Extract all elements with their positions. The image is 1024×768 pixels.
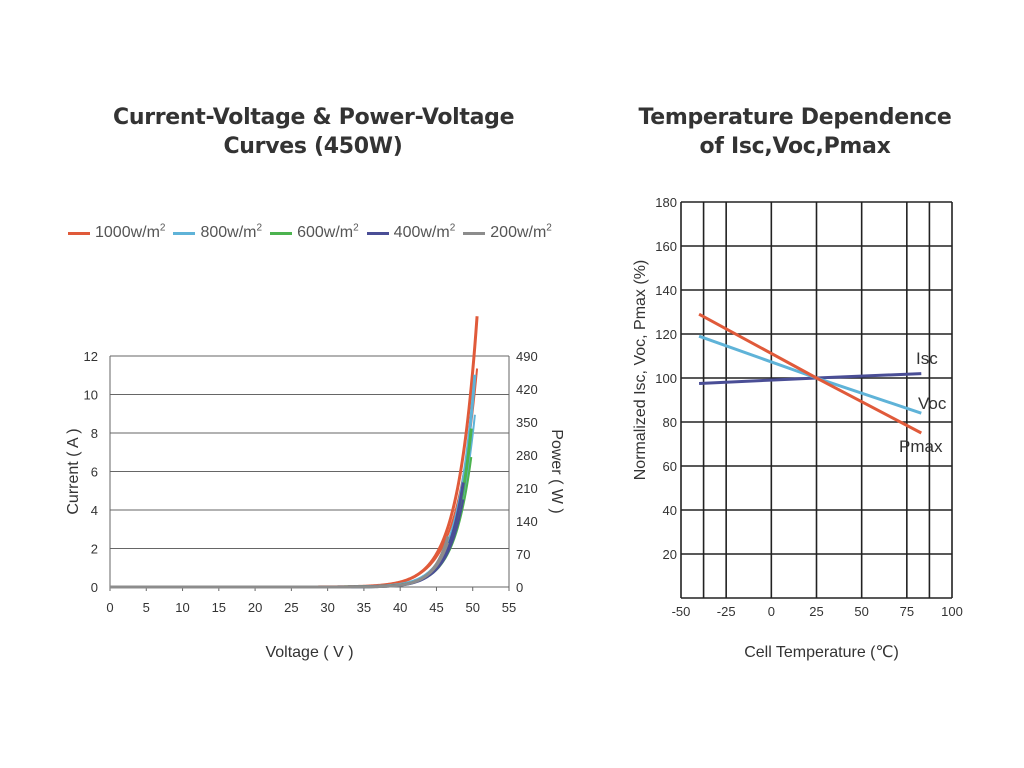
y2-tick-label: 420 [516,382,538,397]
legend-item: 200w/m2 [463,222,552,242]
x-tick-label: 10 [175,600,189,615]
series-label: Pmax [899,437,943,456]
x-tick-label: 0 [768,604,775,619]
x-tick-label: -25 [717,604,736,619]
y-tick-label: 20 [663,547,677,562]
y-tick-label: 6 [91,465,98,480]
legend-swatch [173,231,196,235]
legend-item: 800w/m2 [173,222,263,242]
x-tick-label: 45 [429,600,443,615]
legend-item: 1000w/m2 [68,222,166,242]
y-tick-label: 40 [663,503,677,518]
x-tick-label: 50 [854,604,868,619]
series-label: Isc [916,349,938,368]
y2-tick-label: 210 [516,481,538,496]
legend-item: 400w/m2 [366,222,456,242]
legend-swatch [68,231,90,235]
y2-tick-label: 350 [516,415,538,430]
y-axis-label: Current ( A ) [65,428,82,514]
x-axis-label: Cell Temperature (℃) [744,644,899,661]
x-tick-label: 40 [393,600,407,615]
y-tick-label: 180 [655,195,677,210]
y2-tick-label: 70 [516,547,530,562]
y-tick-label: 2 [91,542,98,557]
legend-label: 1000w/m2 [95,222,166,241]
y-tick-label: 160 [655,239,677,254]
x-tick-label: 15 [212,600,226,615]
x-tick-label: 25 [284,600,298,615]
y2-tick-label: 280 [516,448,538,463]
x-axis-label: Voltage ( V ) [265,644,353,661]
y-tick-label: 80 [663,415,677,430]
x-tick-label: 35 [357,600,371,615]
legend-label: 400w/m2 [393,222,456,241]
y-tick-label: 60 [663,459,677,474]
legend-swatch [366,231,389,235]
legend-swatch [270,231,293,235]
iv-chart-legend: 1000w/m2 800w/m2 600w/m2 400w/m2 200w/m2 [68,222,560,242]
pv-curve [110,536,450,589]
x-tick-label: 25 [809,604,823,619]
x-tick-label: 5 [143,600,150,615]
temperature-chart-title: Temperature Dependence of Isc,Voc,Pmax [638,105,952,159]
series-line [698,312,922,435]
legend-label: 200w/m2 [490,222,552,241]
y-tick-label: 12 [84,349,98,364]
y2-tick-label: 490 [516,349,538,364]
x-tick-label: 50 [465,600,479,615]
legend-label: 600w/m2 [297,222,359,241]
iv-chart-title: Current-Voltage & Power-Voltage Curves (4… [113,105,515,159]
x-tick-label: 0 [106,600,113,615]
legend-item: 600w/m2 [270,222,359,242]
y2-tick-label: 140 [516,514,538,529]
x-tick-label: 100 [941,604,963,619]
y-tick-label: 140 [655,283,677,298]
legend-swatch [463,231,486,235]
y-axis-label: Normalized Isc, Voc, Pmax (%) [632,260,649,481]
x-tick-label: 75 [900,604,914,619]
x-tick-label: 55 [502,600,516,615]
y-tick-label: 4 [91,503,98,518]
y-tick-label: 0 [91,580,98,595]
y-tick-label: 120 [655,327,677,342]
y-tick-label: 10 [84,388,98,403]
y-tick-label: 100 [655,371,677,386]
x-tick-label: 20 [248,600,262,615]
legend-label: 800w/m2 [200,222,263,241]
x-tick-label: -50 [672,604,691,619]
y2-tick-label: 0 [516,580,523,595]
series-label: Voc [918,394,947,413]
y2-axis-label: Power ( W ) [548,429,565,513]
y-tick-label: 8 [91,426,98,441]
x-tick-label: 30 [320,600,334,615]
